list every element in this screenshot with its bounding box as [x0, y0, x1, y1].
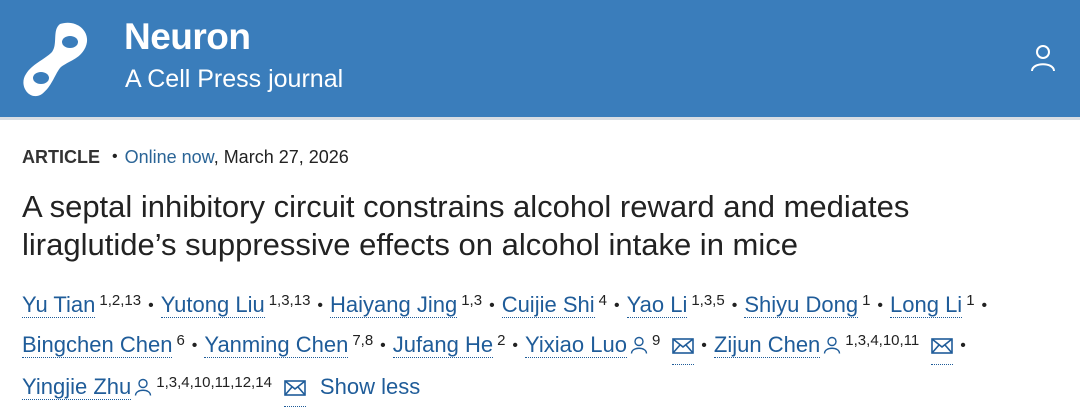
- author-link[interactable]: Yutong Liu: [160, 292, 265, 318]
- person-icon[interactable]: [134, 371, 152, 406]
- affiliation-numbers[interactable]: 4: [598, 292, 607, 309]
- author-link[interactable]: Jufang He: [392, 332, 494, 358]
- author-link[interactable]: Bingchen Chen: [22, 332, 173, 358]
- affiliation-numbers[interactable]: 1,3,5: [691, 292, 725, 309]
- author-link[interactable]: Yanming Chen: [204, 332, 349, 358]
- separator: •: [701, 337, 707, 354]
- publication-date: , March 27, 2026: [213, 147, 349, 167]
- author-link[interactable]: Yu Tian: [22, 292, 96, 318]
- author-link[interactable]: Long Li: [890, 292, 963, 318]
- affiliation-numbers[interactable]: 1,2,13: [99, 292, 142, 309]
- person-icon[interactable]: [630, 329, 648, 364]
- separator: •: [613, 297, 620, 314]
- article-meta: ARTICLE • Online now, March 27, 2026: [22, 147, 349, 168]
- email-icon[interactable]: [283, 371, 306, 407]
- affiliation-numbers[interactable]: 1,3,4,10,11,12,14: [156, 374, 272, 391]
- author-link[interactable]: Yixiao Luo: [525, 332, 627, 358]
- article-title: A septal inhibitory circuit constrains a…: [22, 188, 1072, 264]
- author-link[interactable]: Zijun Chen: [713, 332, 821, 358]
- separator: •: [512, 337, 519, 354]
- affiliation-numbers[interactable]: 1,3,4,10,11: [845, 332, 920, 349]
- affiliation-numbers[interactable]: 1: [862, 292, 871, 309]
- article-type: ARTICLE: [22, 147, 100, 167]
- separator: •: [112, 148, 118, 165]
- journal-name[interactable]: Neuron: [124, 16, 251, 57]
- affiliation-numbers[interactable]: 1,3: [461, 292, 483, 309]
- separator: •: [191, 337, 198, 354]
- author-list: Yu Tian 1,2,13 • Yutong Liu 1,3,13 • Haiyang J…: [22, 283, 1080, 407]
- separator: •: [877, 297, 884, 314]
- person-icon[interactable]: [823, 329, 841, 364]
- affiliation-numbers[interactable]: 6: [176, 332, 185, 349]
- journal-subtitle: A Cell Press journal: [125, 65, 344, 93]
- affiliation-numbers[interactable]: 7,8: [352, 332, 374, 349]
- separator: •: [489, 297, 495, 314]
- author-link[interactable]: Shiyu Dong: [744, 292, 859, 318]
- affiliation-numbers[interactable]: 1,3,13: [268, 292, 311, 309]
- affiliation-numbers[interactable]: 2: [497, 332, 506, 349]
- author-link[interactable]: Haiyang Jing: [330, 292, 458, 318]
- person-icon[interactable]: [1030, 44, 1056, 72]
- author-link[interactable]: Yingjie Zhu: [22, 374, 132, 400]
- email-icon[interactable]: [931, 329, 954, 365]
- show-less-link[interactable]: Show less: [319, 374, 421, 399]
- title-line: liraglutide’s suppressive effects on alc…: [22, 227, 798, 262]
- author-link[interactable]: Yao Li: [626, 292, 688, 318]
- separator: •: [731, 297, 738, 314]
- cell-press-logo[interactable]: [22, 20, 92, 98]
- affiliation-numbers[interactable]: 9: [651, 332, 661, 349]
- separator: •: [981, 297, 988, 314]
- title-line: A septal inhibitory circuit constrains a…: [22, 189, 910, 224]
- separator: •: [960, 337, 966, 354]
- publication-status[interactable]: Online now: [124, 147, 214, 167]
- separator: •: [380, 337, 386, 354]
- affiliation-numbers[interactable]: 1: [966, 292, 975, 309]
- site-header: Neuron A Cell Press journal: [0, 0, 1080, 120]
- separator: •: [317, 297, 324, 314]
- email-icon[interactable]: [672, 329, 695, 365]
- separator: •: [148, 297, 154, 314]
- author-link[interactable]: Cuijie Shi: [501, 292, 595, 318]
